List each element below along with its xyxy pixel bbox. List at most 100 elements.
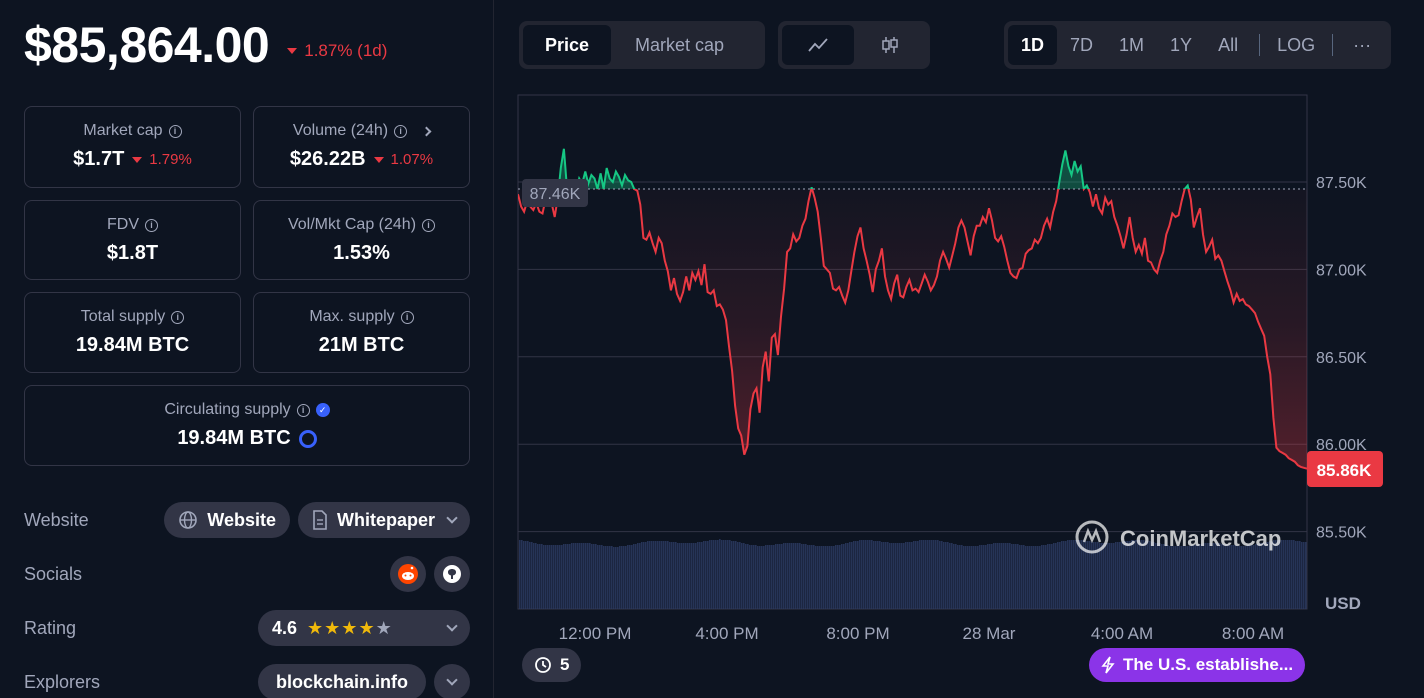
volume-bar	[1093, 542, 1095, 609]
rating-dropdown[interactable]: 4.6 ★★★★★	[258, 610, 470, 646]
volume-bar	[823, 546, 825, 609]
vol-mkt-cap-value: 1.53%	[333, 242, 390, 264]
x-tick-label: 28 Mar	[963, 624, 1016, 643]
volume-bar	[717, 540, 719, 609]
volume-bar	[669, 542, 671, 609]
news-event-badge[interactable]: The U.S. establishe...	[1089, 648, 1306, 682]
volume-bar	[1153, 542, 1155, 609]
volume-bar	[1195, 545, 1197, 609]
chevron-down-icon	[446, 674, 458, 686]
volume-bars	[519, 539, 1307, 609]
volume-bar	[977, 546, 979, 609]
volume-bar	[939, 541, 941, 609]
volume-bar	[579, 543, 581, 609]
market-cap-label: Market cap	[83, 122, 163, 139]
volume-bar	[863, 540, 865, 609]
explorer-button[interactable]: blockchain.info	[257, 664, 426, 698]
whitepaper-dropdown[interactable]: Whitepaper	[297, 502, 470, 538]
info-icon[interactable]: i	[171, 310, 185, 324]
volume-bar	[733, 541, 735, 609]
volume-bar	[739, 542, 741, 609]
volume-bar	[795, 543, 797, 609]
more-options-button[interactable]: ···	[1353, 34, 1372, 55]
volume-bar	[673, 542, 675, 609]
divider	[1259, 34, 1261, 56]
volume-bar	[547, 545, 549, 609]
volume-bar	[1017, 544, 1019, 609]
volume-bar	[1027, 546, 1029, 609]
volume-bar	[1119, 542, 1121, 609]
volume-bar	[557, 545, 559, 609]
volume-bar	[1051, 544, 1053, 609]
volume-bar	[1207, 543, 1209, 609]
market-cap-change: 1.79%	[149, 151, 192, 168]
volume-bar	[1249, 545, 1251, 609]
volume-bar	[999, 543, 1001, 609]
volume-bar	[1285, 540, 1287, 609]
volume-bar	[1041, 545, 1043, 609]
volume-bar	[745, 544, 747, 609]
range-all[interactable]: All	[1218, 34, 1239, 55]
volume-bar	[1085, 541, 1087, 609]
reddit-icon	[398, 564, 418, 584]
volume-bar	[537, 544, 539, 609]
volume-bar	[1047, 544, 1049, 609]
info-icon[interactable]: i	[168, 124, 182, 138]
watermark-text: CoinMarketCap	[1120, 526, 1281, 551]
volume-bar	[615, 547, 617, 609]
volume-bar	[1045, 545, 1047, 609]
volume-box[interactable]: Volume (24h) i $26.22B 1.07%	[253, 106, 470, 188]
volume-bar	[675, 542, 677, 609]
range-7d[interactable]: 7D	[1070, 34, 1094, 55]
line-chart-button[interactable]	[782, 25, 854, 65]
chevron-right-icon[interactable]	[421, 126, 432, 136]
volume-bar	[691, 543, 693, 609]
volume-bar	[1077, 540, 1079, 609]
chevron-down-icon	[446, 512, 458, 524]
price-chart[interactable]: 87.50K 87.00K 86.50K 86.00K 85.50K USD 12:00 P…	[495, 0, 1424, 698]
volume-bar	[811, 545, 813, 609]
volume-bar	[1235, 545, 1237, 609]
website-button[interactable]: Website	[164, 502, 290, 538]
volume-bar	[791, 543, 793, 609]
volume-bar	[883, 542, 885, 609]
volume-bar	[1211, 543, 1213, 609]
volume-bar	[631, 545, 633, 609]
history-button[interactable]: 5	[522, 648, 582, 682]
volume-bar	[845, 543, 847, 609]
explorer-button-label: blockchain.info	[275, 671, 408, 692]
github-button[interactable]	[434, 556, 470, 592]
y-tick-label: 87.00K	[1316, 262, 1367, 279]
candlestick-chart-button[interactable]	[854, 25, 926, 65]
volume-bar	[955, 544, 957, 609]
volume-bar	[1073, 540, 1075, 609]
range-1y[interactable]: 1Y	[1170, 34, 1193, 55]
volume-bar	[1281, 540, 1283, 609]
volume-bar	[663, 541, 665, 609]
info-icon[interactable]: i	[296, 403, 310, 417]
info-icon[interactable]: i	[145, 218, 158, 232]
volume-bar	[577, 543, 579, 609]
info-icon[interactable]: i	[400, 310, 414, 324]
volume-bar	[1111, 543, 1113, 609]
reddit-button[interactable]	[390, 556, 426, 592]
circulating-supply-label: Circulating supply	[164, 401, 291, 418]
chart-panel: Price Market cap 1D 7D 1M 1Y All LOG ···	[495, 0, 1424, 698]
range-1d[interactable]: 1D	[1008, 25, 1058, 65]
log-scale-toggle[interactable]: LOG	[1277, 34, 1316, 55]
info-icon[interactable]: i	[422, 218, 436, 232]
volume-bar	[767, 545, 769, 609]
info-icon[interactable]: i	[394, 124, 408, 138]
volume-bar	[1061, 541, 1063, 609]
tab-price[interactable]: Price	[523, 25, 611, 65]
y-tick-label: 86.00K	[1316, 437, 1367, 454]
volume-bar	[785, 543, 787, 609]
volume-bar	[1169, 546, 1171, 609]
volume-bar	[713, 540, 715, 609]
explorers-dropdown-button[interactable]	[434, 664, 470, 698]
volume-bar	[1229, 545, 1231, 609]
range-1m[interactable]: 1M	[1119, 34, 1145, 55]
tab-market-cap[interactable]: Market cap	[635, 34, 725, 55]
volume-bar	[703, 541, 705, 609]
volume-bar	[941, 541, 943, 609]
